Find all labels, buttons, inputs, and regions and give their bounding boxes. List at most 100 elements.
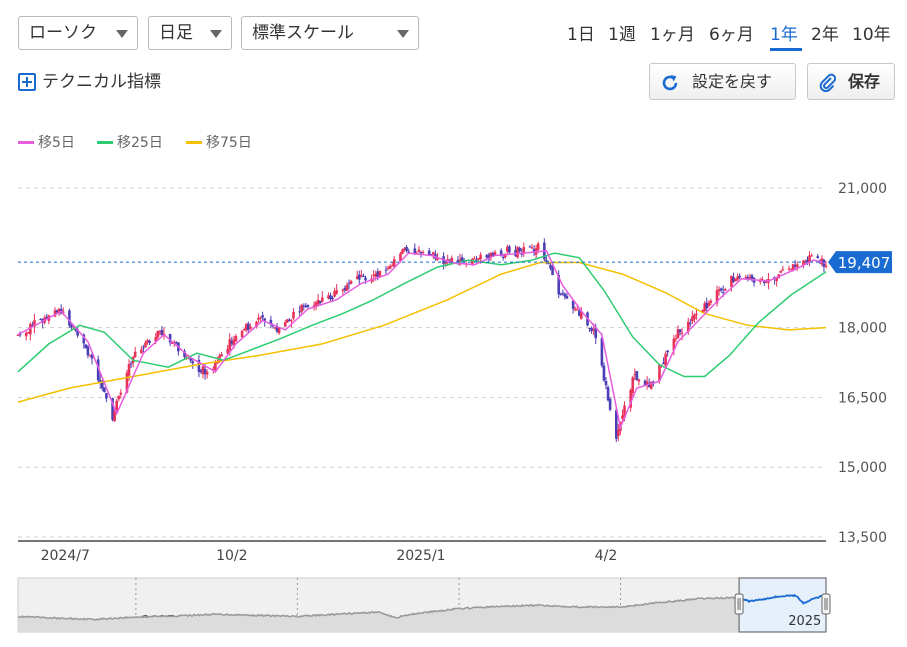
- candle-body: [608, 398, 612, 410]
- candle-body: [503, 253, 507, 258]
- candle-body: [499, 250, 503, 256]
- candle-body: [594, 328, 598, 339]
- period-1day[interactable]: 1日: [567, 25, 595, 45]
- reset-settings-button[interactable]: 設定を戻す: [649, 63, 796, 100]
- x-axis: 2024/7 10/2 2025/1 4/2: [18, 540, 826, 564]
- save-label: 保存: [848, 72, 881, 91]
- candle-body: [686, 321, 690, 333]
- candle-body: [386, 267, 390, 269]
- candle-body: [144, 342, 147, 348]
- chart-type-dropdown[interactable]: ローソク: [18, 16, 138, 50]
- candle-body: [674, 338, 678, 340]
- candle-body: [501, 256, 505, 258]
- candle-body: [191, 361, 195, 364]
- candle-body: [333, 291, 336, 297]
- candle-body: [329, 295, 332, 300]
- candle-body: [672, 338, 676, 351]
- candle-body: [518, 247, 521, 252]
- candle-body: [693, 314, 696, 320]
- interval-dropdown[interactable]: 日足: [148, 16, 232, 50]
- candle-body: [471, 258, 474, 265]
- period-1week[interactable]: 1週: [608, 25, 636, 45]
- candle-body: [84, 344, 88, 348]
- candle-body: [292, 311, 295, 319]
- candle-body: [362, 275, 365, 277]
- candle-body: [103, 387, 106, 393]
- candle-body: [302, 305, 306, 307]
- candle-body: [475, 259, 478, 261]
- candle-body: [623, 405, 626, 418]
- candle-body: [316, 299, 320, 305]
- candle-body: [520, 253, 524, 255]
- ma5-line: [17, 250, 827, 431]
- candle-body: [158, 331, 162, 333]
- candle-body: [810, 255, 813, 257]
- period-10year[interactable]: 10年: [852, 25, 891, 45]
- candle-body: [57, 308, 61, 314]
- last-price-label: 19,407: [838, 254, 891, 272]
- x-tick-label: 10/2: [216, 548, 247, 564]
- candle-body: [460, 257, 464, 261]
- candle-body: [140, 349, 143, 354]
- candle-body: [98, 380, 102, 383]
- candle-body: [86, 346, 90, 356]
- candle-body: [318, 300, 322, 304]
- y-tick-label: 13,500: [838, 530, 887, 546]
- candle-body: [427, 250, 431, 255]
- candle-body: [249, 326, 252, 330]
- candle-body: [255, 321, 258, 327]
- save-button[interactable]: 保存: [807, 63, 895, 100]
- moving-average-lines: [17, 250, 827, 431]
- candle-body: [74, 328, 77, 331]
- candle-body: [261, 315, 264, 318]
- navigator-handle[interactable]: [821, 593, 831, 615]
- candle-body: [549, 264, 552, 269]
- navigator-handle[interactable]: [734, 593, 744, 615]
- candle-body: [721, 291, 725, 293]
- scale-dropdown[interactable]: 標準スケール: [241, 16, 419, 50]
- candle-body: [61, 311, 65, 313]
- candle-body: [419, 252, 423, 254]
- candle-body: [263, 318, 267, 321]
- candle-body: [506, 246, 509, 252]
- candle-body: [242, 329, 246, 331]
- chevron-down-icon: [116, 30, 128, 38]
- candle-body: [203, 369, 207, 375]
- candle-body: [403, 248, 406, 251]
- candle-body: [432, 252, 435, 255]
- candle-body: [53, 310, 57, 317]
- candle-body: [232, 339, 236, 346]
- candle-body: [115, 400, 118, 413]
- candle-body: [105, 392, 108, 399]
- candle-body: [269, 319, 273, 325]
- candle-body: [808, 255, 811, 263]
- active-period-underline: [770, 48, 802, 51]
- y-tick-label: 21,000: [838, 181, 887, 197]
- candle-body: [201, 366, 205, 375]
- candle-body: [216, 361, 219, 364]
- candle-body: [545, 259, 548, 263]
- candle-body: [577, 310, 581, 316]
- candle-body: [90, 354, 94, 359]
- paperclip-icon: [819, 73, 837, 93]
- period-1month[interactable]: 1ヶ月: [650, 25, 695, 45]
- period-1year[interactable]: 1年: [770, 25, 798, 45]
- navigator-selection: [738, 577, 827, 633]
- period-2year[interactable]: 2年: [811, 25, 839, 45]
- candle-body: [421, 251, 425, 253]
- candle-body: [477, 257, 480, 260]
- candle-body: [703, 303, 706, 312]
- candle-body: [604, 380, 608, 386]
- candle-body: [364, 277, 367, 281]
- x-tick-label: 4/2: [595, 548, 618, 564]
- candle-body: [748, 276, 752, 279]
- candle-body: [212, 368, 215, 370]
- legend-swatch: [186, 141, 202, 144]
- candle-body: [355, 276, 359, 280]
- candle-body: [707, 302, 711, 306]
- candle-body: [709, 300, 713, 303]
- candle-body: [588, 327, 591, 329]
- period-6month[interactable]: 6ヶ月: [709, 25, 754, 45]
- candle-body: [508, 246, 511, 253]
